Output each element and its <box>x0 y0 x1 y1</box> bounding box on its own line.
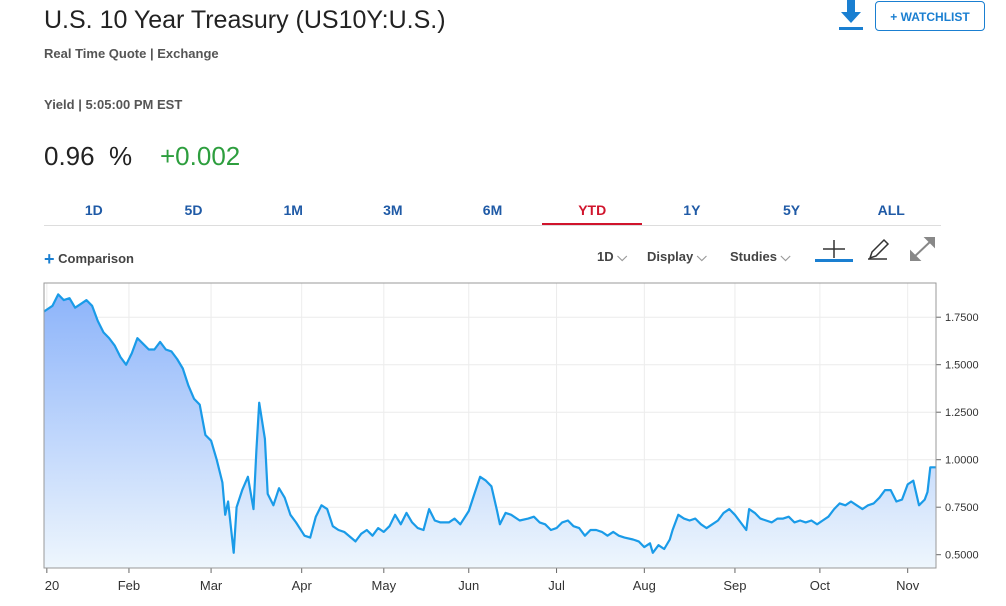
watchlist-button[interactable]: + WATCHLIST <box>875 1 985 31</box>
x-tick-label: Feb <box>118 578 140 593</box>
interval-label: 1D <box>597 249 614 264</box>
x-tick-label: Aug <box>633 578 656 593</box>
display-dropdown[interactable]: Display ⌵ <box>647 249 707 265</box>
price-change: +0.002 <box>160 141 241 171</box>
area <box>44 294 936 568</box>
range-tab[interactable]: 5D <box>184 202 203 218</box>
range-tab[interactable]: 1D <box>84 202 103 218</box>
range-tab[interactable]: 3M <box>383 202 403 218</box>
chevron: ⌵ <box>696 249 707 264</box>
x-tick-label: Jul <box>548 578 565 593</box>
plus-icon: + <box>44 249 55 269</box>
y-tick-label: 0.7500 <box>945 502 979 514</box>
x-tick-label: Nov <box>896 578 920 593</box>
y-tick-label: 1.2500 <box>945 407 979 419</box>
last-price: 0.96 <box>44 141 95 171</box>
crosshair-tool[interactable] <box>815 240 853 262</box>
y-tick-label: 1.0000 <box>945 455 979 467</box>
chevron: ⌵ <box>617 249 628 264</box>
chevron: ⌵ <box>780 249 791 264</box>
subtitle: Real Time Quote | Exchange <box>44 46 219 61</box>
plot-frame <box>43 282 937 569</box>
range-tab[interactable]: 5Y <box>782 202 801 218</box>
line <box>43 293 936 554</box>
page-title: U.S. 10 Year Treasury (US10Y:U.S.) <box>44 6 446 34</box>
studies-label: Studies <box>730 249 777 264</box>
expand-tool[interactable] <box>910 237 935 261</box>
x-tick-label: Oct <box>810 578 831 593</box>
display-label: Display <box>647 249 694 264</box>
range-tab[interactable]: 6M <box>482 202 503 218</box>
x-tick-label: Apr <box>292 578 313 593</box>
range-tab[interactable]: 1Y <box>683 202 701 218</box>
range-tabs: 1D 5D 1M 3M 6M YTD 1Y 5Y ALL <box>44 197 941 226</box>
x-tick-label: May <box>372 578 397 593</box>
download-icon[interactable] <box>838 0 864 32</box>
price-unit: % <box>109 141 133 171</box>
y-tick-label: 1.7500 <box>945 312 979 324</box>
x-tick-label: Jun <box>458 578 479 593</box>
tool-icons <box>815 237 935 262</box>
interval-dropdown[interactable]: 1D ⌵ <box>597 249 627 265</box>
draw-tool[interactable] <box>868 238 890 260</box>
studies-dropdown[interactable]: Studies ⌵ <box>730 249 790 265</box>
range-tab[interactable]: YTD <box>542 197 643 225</box>
y-tick-label: 1.5000 <box>945 360 979 372</box>
range-tab[interactable]: ALL <box>877 202 905 218</box>
x-tick-label: Mar <box>200 578 223 593</box>
comparison-button[interactable]: + Comparison <box>44 249 134 270</box>
comparison-label: Comparison <box>58 251 134 266</box>
x-tick-label: Sep <box>723 578 746 593</box>
range-tab[interactable]: 1M <box>283 202 303 218</box>
x-tick-label: 20 <box>45 578 59 593</box>
quote-time: Yield | 5:05:00 PM EST <box>44 97 183 112</box>
y-tick-label: 0.5000 <box>945 550 979 562</box>
